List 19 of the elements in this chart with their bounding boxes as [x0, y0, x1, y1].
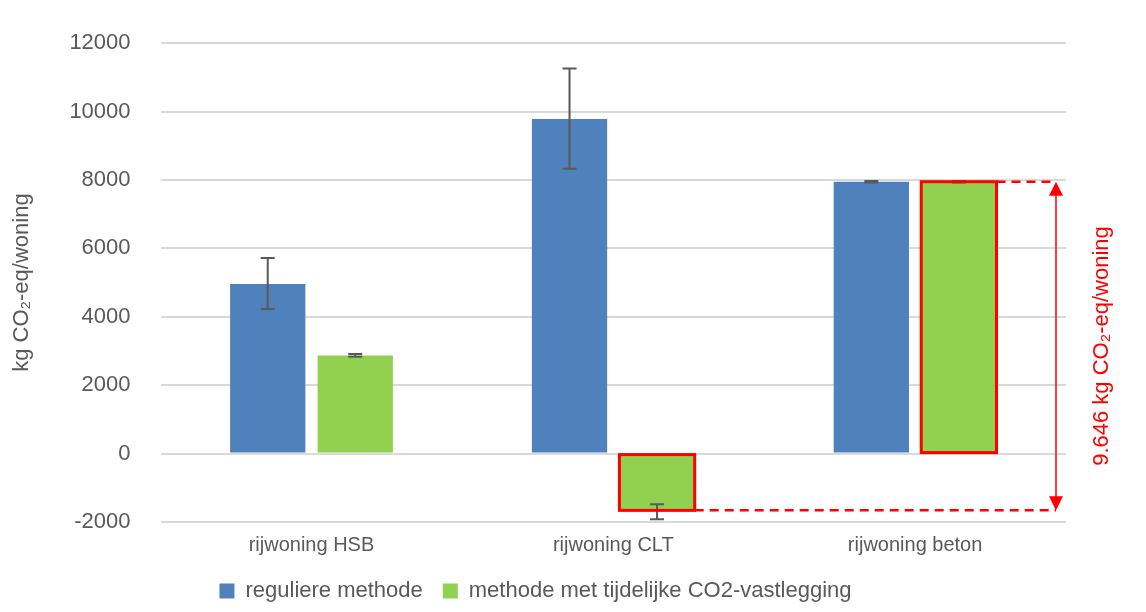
y-tick-label: -2000: [74, 508, 131, 534]
y-tick-label: 2000: [81, 371, 131, 397]
x-tick-label: rijwoning beton: [847, 532, 983, 555]
y-tick-label: 0: [118, 439, 131, 465]
y-tick-label: 4000: [81, 302, 131, 328]
y-tick-label: 10000: [69, 97, 131, 123]
legend-label: methode met tijdelijke CO2-vastlegging: [468, 577, 852, 603]
y-tick-label: 6000: [81, 234, 131, 260]
bar: [230, 283, 306, 453]
bar: [317, 355, 393, 453]
legend-label: reguliere methode: [245, 577, 423, 603]
y-tick-label: 8000: [81, 166, 131, 192]
bar: [833, 181, 909, 453]
y-axis-title: kg CO₂-eq/woning: [8, 193, 34, 372]
x-tick-label: rijwoning CLT: [552, 532, 674, 555]
bar: [531, 119, 608, 453]
text: 9.646 kg CO₂-eq/woning: [1087, 226, 1114, 466]
x-tick-label: rijwoning HSB: [248, 532, 375, 555]
y-tick-label: 12000: [69, 29, 131, 55]
